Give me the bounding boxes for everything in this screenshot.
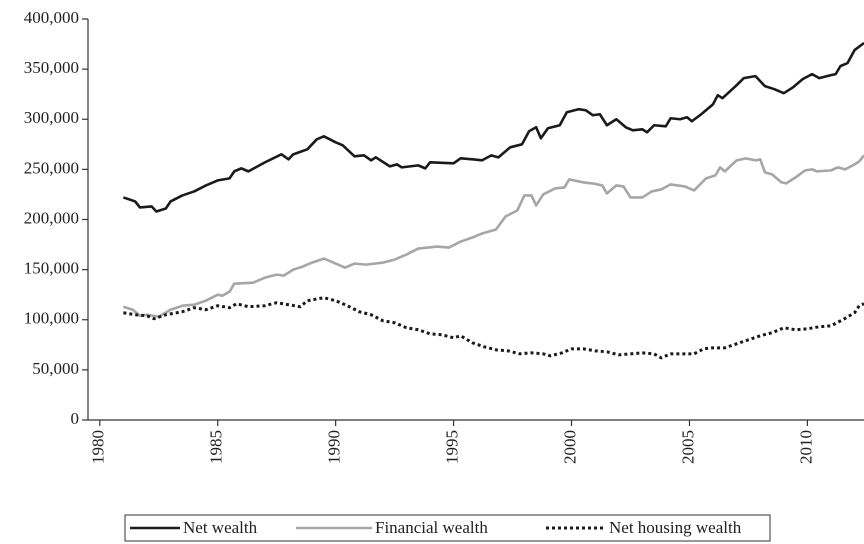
x-tick-label: 1980: [89, 430, 108, 464]
x-tick-label: 2000: [560, 430, 579, 464]
legend-label: Net wealth: [183, 518, 258, 537]
y-tick-label: 400,000: [24, 8, 79, 27]
legend-label: Financial wealth: [375, 518, 488, 537]
y-tick-label: 50,000: [32, 359, 79, 378]
y-tick-label: 250,000: [24, 158, 79, 177]
x-tick-label: 2010: [796, 430, 815, 464]
legend-box: [124, 514, 771, 542]
legend-label: Net housing wealth: [609, 518, 742, 537]
y-tick-label: 100,000: [24, 309, 79, 328]
x-tick-label: 1990: [325, 430, 344, 464]
x-tick-label: 1985: [207, 430, 226, 464]
x-tick-label: 2005: [678, 430, 697, 464]
y-tick-label: 200,000: [24, 208, 79, 227]
data-line: [123, 296, 864, 360]
x-tick-label: 1995: [442, 430, 461, 464]
y-tick-label: 350,000: [24, 58, 79, 77]
data-line: [122, 42, 864, 213]
y-tick-label: 0: [71, 409, 80, 428]
data-line: [122, 154, 864, 319]
y-tick-label: 150,000: [24, 259, 79, 278]
y-tick-label: 300,000: [24, 108, 79, 127]
